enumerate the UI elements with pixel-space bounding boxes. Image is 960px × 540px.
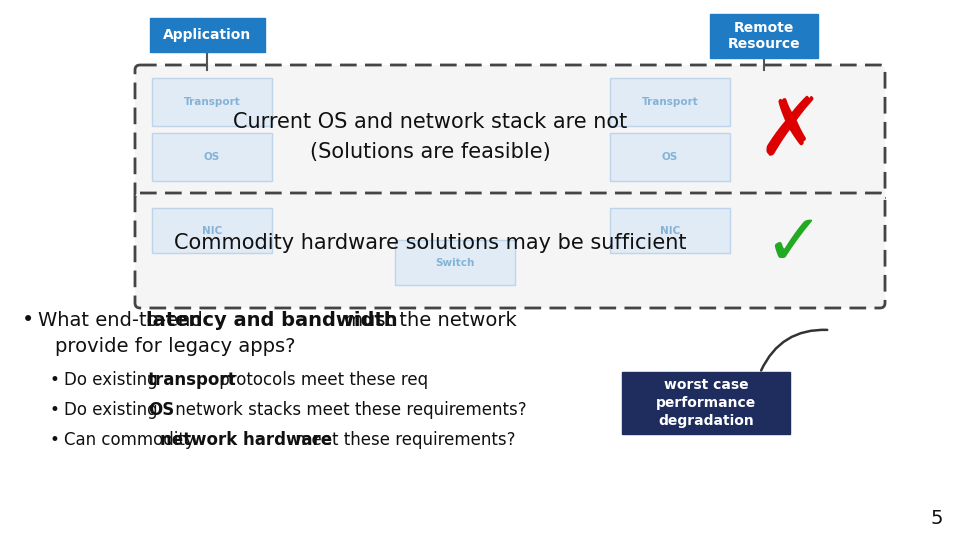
Text: network hardware: network hardware bbox=[160, 431, 332, 449]
Text: Do existing: Do existing bbox=[64, 401, 163, 419]
Text: OS: OS bbox=[148, 401, 175, 419]
FancyBboxPatch shape bbox=[152, 208, 272, 253]
Text: Remote
Resource: Remote Resource bbox=[728, 21, 801, 51]
Text: NIC: NIC bbox=[660, 226, 680, 235]
Text: worst case
performance
degradation: worst case performance degradation bbox=[656, 378, 756, 428]
Text: Switch: Switch bbox=[435, 258, 474, 267]
Text: •: • bbox=[50, 431, 60, 449]
Text: ✓: ✓ bbox=[763, 211, 824, 280]
FancyBboxPatch shape bbox=[610, 78, 730, 126]
Text: Can commodity: Can commodity bbox=[64, 431, 200, 449]
Text: provide for legacy apps?: provide for legacy apps? bbox=[55, 336, 296, 355]
Text: Commodity hardware solutions may be sufficient: Commodity hardware solutions may be suff… bbox=[174, 233, 686, 253]
FancyBboxPatch shape bbox=[710, 14, 818, 58]
FancyBboxPatch shape bbox=[610, 208, 730, 253]
Text: latency and bandwidth: latency and bandwidth bbox=[146, 310, 397, 329]
Text: OS: OS bbox=[204, 152, 220, 162]
Text: Application: Application bbox=[163, 28, 252, 42]
Text: •: • bbox=[50, 371, 60, 389]
FancyBboxPatch shape bbox=[135, 65, 885, 200]
Text: •: • bbox=[22, 310, 35, 330]
Text: meet these requirements?: meet these requirements? bbox=[290, 431, 516, 449]
Text: transport: transport bbox=[148, 371, 236, 389]
Text: network stacks meet these requirements?: network stacks meet these requirements? bbox=[170, 401, 527, 419]
Text: (Solutions are feasible): (Solutions are feasible) bbox=[310, 142, 550, 162]
Text: protocols meet these req: protocols meet these req bbox=[214, 371, 428, 389]
Text: Transport: Transport bbox=[641, 97, 698, 107]
FancyBboxPatch shape bbox=[150, 18, 265, 52]
Text: 5: 5 bbox=[930, 509, 943, 528]
Text: Current OS and network stack are not: Current OS and network stack are not bbox=[233, 112, 627, 132]
FancyBboxPatch shape bbox=[135, 193, 885, 308]
Text: ✗: ✗ bbox=[756, 94, 824, 172]
FancyBboxPatch shape bbox=[395, 240, 515, 285]
Text: must the network: must the network bbox=[338, 310, 516, 329]
Text: What end-to-end: What end-to-end bbox=[38, 310, 209, 329]
FancyBboxPatch shape bbox=[622, 372, 790, 434]
Text: NIC: NIC bbox=[202, 226, 222, 235]
Text: Transport: Transport bbox=[183, 97, 240, 107]
Text: OS: OS bbox=[661, 152, 678, 162]
Text: Do existing: Do existing bbox=[64, 371, 163, 389]
FancyBboxPatch shape bbox=[152, 133, 272, 181]
Text: •: • bbox=[50, 401, 60, 419]
FancyBboxPatch shape bbox=[152, 78, 272, 126]
FancyBboxPatch shape bbox=[610, 133, 730, 181]
